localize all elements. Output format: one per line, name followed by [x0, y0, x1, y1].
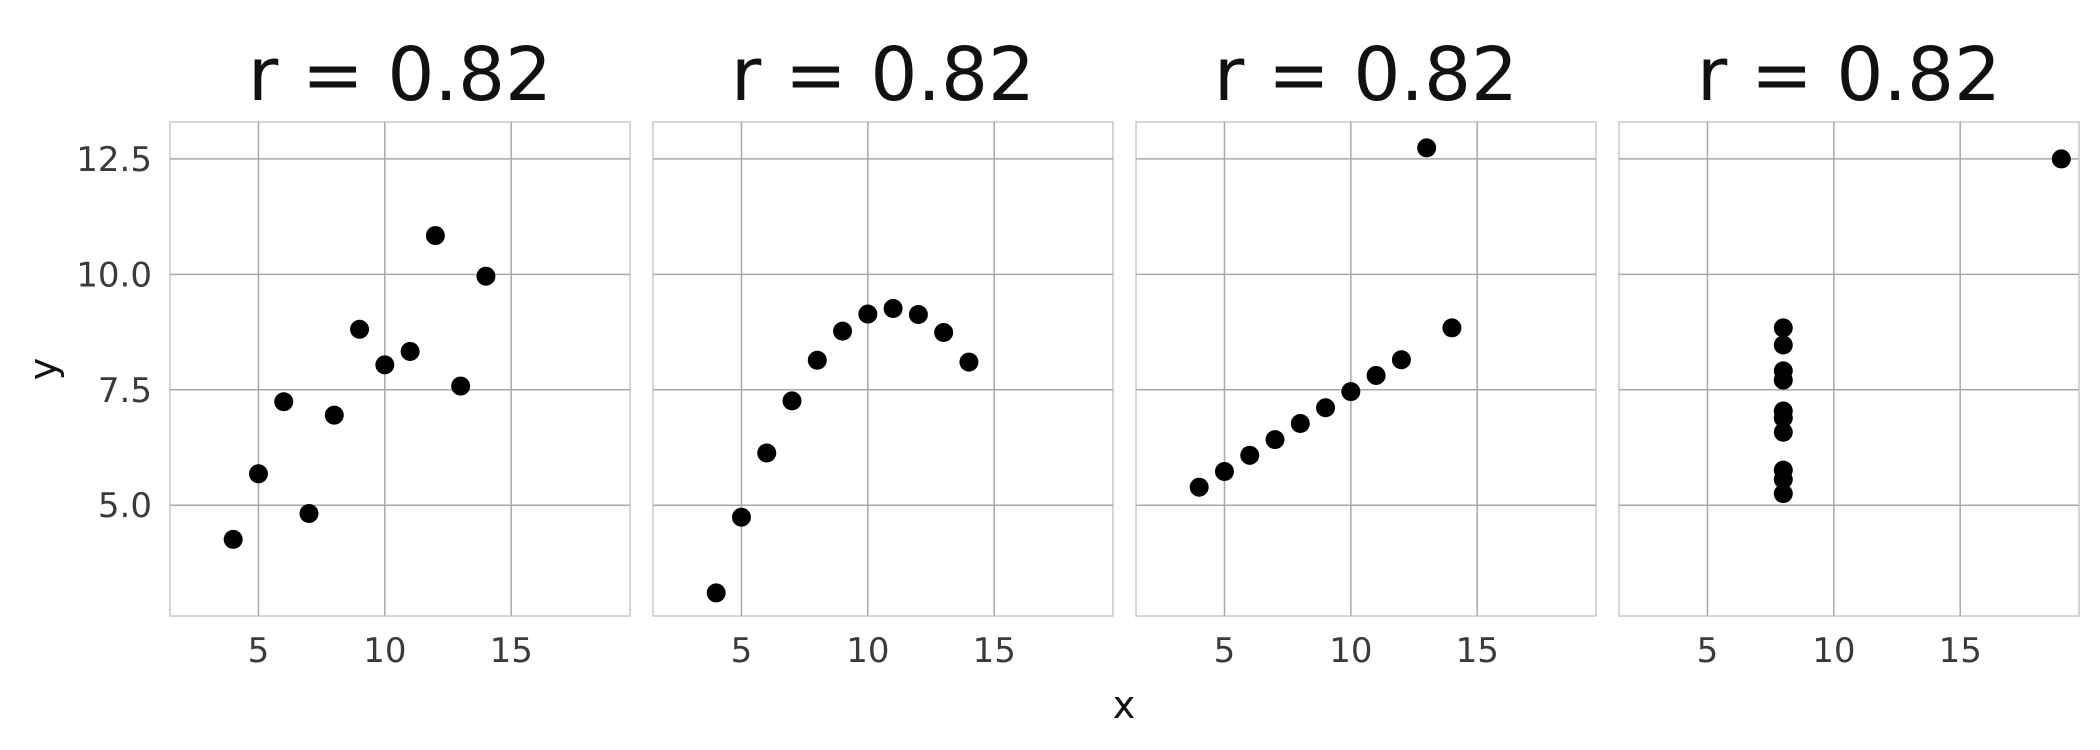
y-tick-label: 10.0 — [76, 255, 152, 295]
data-point — [1341, 382, 1361, 402]
data-point — [1773, 469, 1793, 489]
data-point — [706, 583, 726, 603]
x-tick-label: 10 — [363, 631, 406, 671]
data-point — [782, 391, 802, 411]
x-tick-label: 15 — [973, 631, 1016, 671]
data-point — [1773, 318, 1793, 338]
plot-frame — [652, 121, 1114, 617]
data-point — [1773, 422, 1793, 442]
data-point — [425, 226, 445, 246]
x-tick-label: 5 — [1214, 631, 1236, 671]
scatter-panel-3: 5 10 15 r = 0.82 — [1135, 32, 1597, 671]
y-tick-label: 12.5 — [76, 140, 152, 180]
data-point — [274, 392, 294, 412]
panel-title: r = 0.82 — [731, 32, 1035, 118]
x-tick-label: 5 — [731, 631, 753, 671]
x-tick-label: 5 — [248, 631, 270, 671]
data-point — [731, 507, 751, 527]
x-tick-label: 10 — [1329, 631, 1372, 671]
scatter-panel-4: 5 10 15 r = 0.82 — [1618, 32, 2080, 671]
data-point — [883, 299, 903, 319]
x-tick-label: 10 — [846, 631, 889, 671]
data-point — [324, 405, 344, 425]
x-tick-label: 15 — [490, 631, 533, 671]
x-axis-title: x — [1113, 683, 1136, 727]
scatter-panel-2: 5 10 15 r = 0.82 — [652, 32, 1114, 671]
data-point — [375, 355, 395, 375]
data-point — [1773, 408, 1793, 428]
plot-frame — [169, 121, 631, 617]
data-point — [223, 529, 243, 549]
data-point — [1773, 335, 1793, 355]
data-point — [1240, 445, 1260, 465]
data-point — [908, 305, 928, 325]
panel-title: r = 0.82 — [1697, 32, 2001, 118]
data-point — [757, 443, 777, 463]
data-point — [1773, 484, 1793, 504]
data-point — [1391, 350, 1411, 370]
plot-frame — [1135, 121, 1597, 617]
data-point — [451, 376, 471, 396]
x-tick-label: 10 — [1812, 631, 1855, 671]
panel-title: r = 0.82 — [1214, 32, 1518, 118]
data-point — [1442, 318, 1462, 338]
y-tick-label: 7.5 — [98, 371, 152, 411]
data-point — [934, 323, 954, 343]
data-point — [858, 304, 878, 324]
scatter-panel-1: 5 10 15 5.0 7.5 10.0 12.5 r = 0.82 — [76, 32, 631, 671]
data-point — [2051, 149, 2071, 169]
data-point — [1773, 361, 1793, 381]
data-point — [476, 266, 496, 286]
x-tick-label: 5 — [1697, 631, 1719, 671]
data-point — [1189, 477, 1209, 497]
data-point — [400, 341, 420, 361]
data-point — [248, 464, 268, 484]
panel-title: r = 0.82 — [248, 32, 552, 118]
data-point — [1417, 138, 1437, 158]
plot-frame — [1618, 121, 2080, 617]
data-point — [1265, 430, 1285, 450]
y-axis-title: y — [21, 358, 65, 381]
data-point — [959, 352, 979, 372]
data-point — [807, 350, 827, 370]
data-point — [1214, 461, 1234, 481]
data-point — [1366, 365, 1386, 385]
data-point — [350, 319, 370, 339]
data-point — [1316, 398, 1336, 418]
data-point — [299, 504, 319, 524]
x-tick-label: 15 — [1939, 631, 1982, 671]
data-point — [833, 321, 853, 341]
x-tick-label: 15 — [1456, 631, 1499, 671]
y-tick-label: 5.0 — [98, 486, 152, 526]
data-point — [1290, 413, 1310, 433]
